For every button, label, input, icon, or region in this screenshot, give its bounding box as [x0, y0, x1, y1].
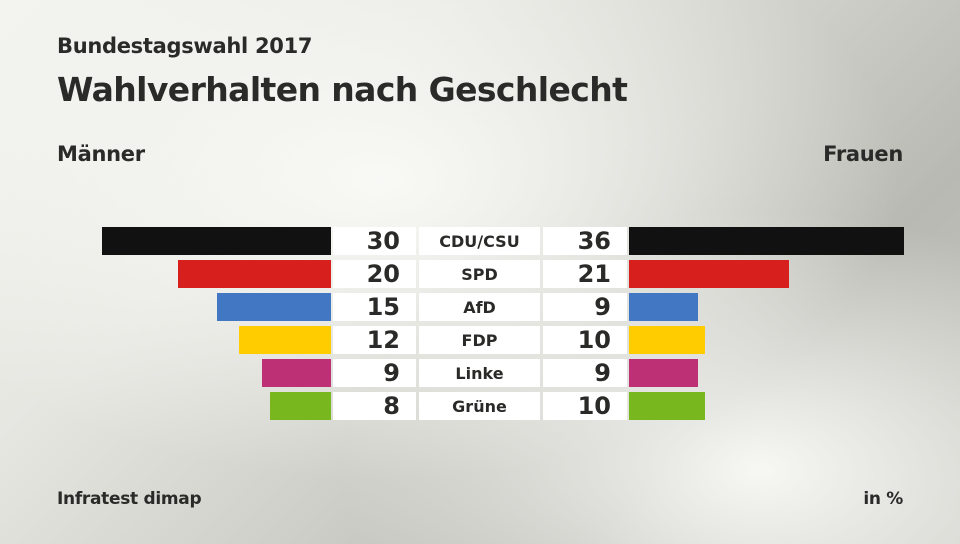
left-series-label: Männer	[57, 142, 145, 166]
value-label-frauen: 10	[543, 326, 627, 354]
bar-maenner	[239, 326, 331, 354]
category-label: Linke	[419, 359, 540, 387]
category-label: CDU/CSU	[419, 227, 540, 255]
bar-maenner	[262, 359, 331, 387]
chart-title: Wahlverhalten nach Geschlecht	[57, 70, 628, 109]
bar-maenner	[269, 392, 331, 420]
bar-frauen	[629, 359, 698, 387]
value-label-frauen: 9	[543, 293, 627, 321]
bar-frauen	[629, 392, 706, 420]
value-label-maenner: 30	[333, 227, 416, 255]
value-label-frauen: 36	[543, 227, 627, 255]
source-label: Infratest dimap	[57, 489, 202, 509]
category-label: SPD	[419, 260, 540, 288]
category-label: Grüne	[419, 392, 540, 420]
category-label: FDP	[419, 326, 540, 354]
bar-frauen	[629, 326, 706, 354]
value-label-frauen: 9	[543, 359, 627, 387]
value-label-frauen: 10	[543, 392, 627, 420]
value-label-maenner: 8	[333, 392, 416, 420]
unit-label: in %	[863, 489, 903, 509]
bar-frauen	[629, 227, 904, 255]
right-series-label: Frauen	[823, 142, 903, 166]
chart-subtitle: Bundestagswahl 2017	[57, 34, 313, 58]
bar-maenner	[178, 260, 331, 288]
bar-maenner	[216, 293, 331, 321]
bar-frauen	[629, 293, 698, 321]
value-label-maenner: 20	[333, 260, 416, 288]
value-label-maenner: 12	[333, 326, 416, 354]
value-label-maenner: 9	[333, 359, 416, 387]
bar-maenner	[102, 227, 331, 255]
value-label-maenner: 15	[333, 293, 416, 321]
value-label-frauen: 21	[543, 260, 627, 288]
bar-frauen	[629, 260, 790, 288]
category-label: AfD	[419, 293, 540, 321]
